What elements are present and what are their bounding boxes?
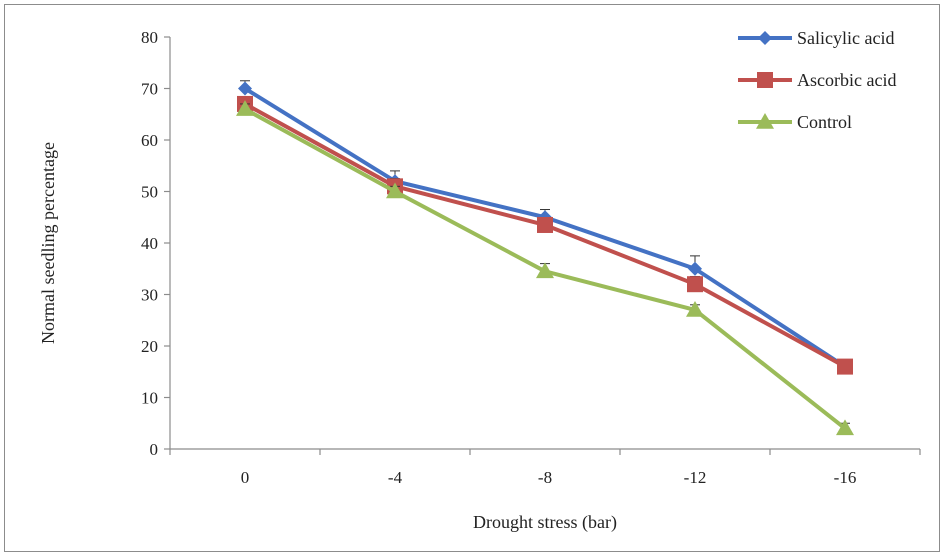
legend-label: Control: [797, 112, 852, 132]
legend-item: Ascorbic acid: [738, 70, 896, 90]
axes: [169, 37, 920, 450]
series-ascorbic-acid: [237, 95, 853, 375]
data-point: [836, 419, 854, 436]
y-tick-label: 80: [141, 28, 158, 47]
data-point: [686, 300, 704, 317]
x-tick-label: -12: [684, 468, 707, 487]
series-layer: [236, 80, 854, 436]
y-axis-title: Normal seedling percentage: [38, 142, 58, 344]
data-point: [687, 276, 703, 293]
x-axis-title: Drought stress (bar): [473, 512, 617, 533]
legend-item: Control: [738, 112, 852, 132]
y-tick-label: 70: [141, 80, 158, 99]
data-point: [537, 216, 553, 233]
legend-marker: [757, 72, 773, 88]
data-point: [536, 262, 554, 279]
x-tick-label: -8: [538, 468, 552, 487]
y-tick-label: 20: [141, 337, 158, 356]
x-tick-label: -16: [834, 468, 857, 487]
y-tick-label: 50: [141, 183, 158, 202]
y-tick-label: 10: [141, 389, 158, 408]
data-point: [837, 358, 853, 375]
data-point: [238, 81, 252, 96]
y-axis-ticks: 0 10 20 30 40 50 60 70 80: [141, 28, 170, 459]
data-point: [688, 261, 702, 276]
y-tick-label: 0: [150, 440, 159, 459]
chart-frame: [4, 4, 940, 552]
data-point: [386, 182, 404, 199]
legend-marker: [756, 113, 774, 129]
y-tick-label: 60: [141, 131, 158, 150]
y-tick-label: 40: [141, 234, 158, 253]
x-tick-label: -4: [388, 468, 403, 487]
legend-label: Salicylic acid: [797, 28, 894, 48]
data-point: [236, 100, 254, 116]
legend: Salicylic acid Ascorbic acid Control: [738, 28, 896, 132]
legend-label: Ascorbic acid: [797, 70, 896, 90]
y-tick-label: 30: [141, 286, 158, 305]
legend-marker: [758, 31, 772, 45]
x-axis-ticks: 0 -4 -8 -12 -16: [169, 449, 921, 487]
series-control: [236, 100, 854, 436]
x-tick-label: 0: [241, 468, 250, 487]
legend-item: Salicylic acid: [738, 28, 894, 48]
